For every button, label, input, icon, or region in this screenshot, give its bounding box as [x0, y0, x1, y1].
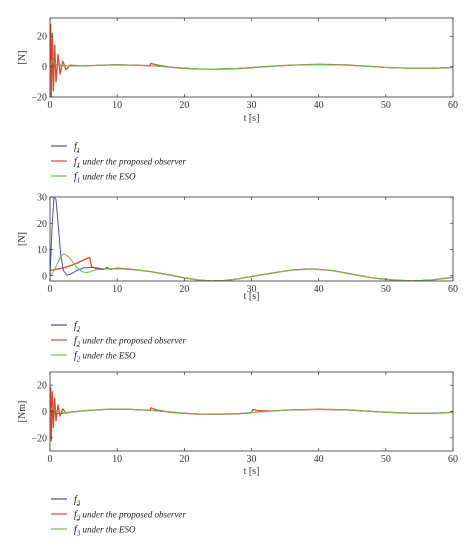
legend-label-2: f1 under the proposed observer — [74, 157, 186, 170]
legend-label-2: f3 under the proposed observer — [74, 510, 186, 523]
legend-hat-mark: ˆ — [76, 519, 80, 530]
legend-label-3: f2 under the ESO — [74, 351, 136, 364]
x-tick-label: 60 — [448, 100, 458, 111]
legend-label-3: f1 under the ESO — [74, 172, 136, 185]
x-axis-label: t [s] — [244, 466, 260, 477]
legend-label-1: f1 — [74, 142, 80, 155]
x-tick-label: 10 — [112, 284, 122, 295]
series-line-2 — [50, 387, 453, 442]
legend-label-1: f3 — [74, 495, 81, 508]
x-axis-label: t [s] — [244, 291, 260, 302]
x-tick-label: 40 — [314, 100, 324, 111]
series-line-3 — [50, 253, 453, 281]
x-tick-label: 0 — [48, 284, 53, 295]
y-tick-label: 10 — [37, 245, 47, 256]
x-tick-label: 20 — [179, 284, 189, 295]
x-tick-label: 10 — [112, 454, 122, 465]
legend-hat-mark: ˆ — [76, 345, 80, 356]
x-tick-label: 30 — [247, 454, 257, 465]
y-tick-label: −20 — [31, 93, 47, 104]
y-tick-label: 20 — [37, 219, 47, 230]
y-tick-label: 20 — [37, 381, 47, 392]
series-line-2 — [50, 23, 453, 97]
series-line-3 — [50, 60, 453, 70]
x-tick-label: 0 — [48, 454, 53, 465]
y-tick-label: 20 — [37, 32, 47, 43]
x-tick-label: 50 — [381, 100, 391, 111]
y-tick-label: 0 — [42, 62, 47, 73]
y-axis-label: [Nm] — [17, 401, 28, 423]
y-axis-label: [N] — [17, 232, 28, 246]
legend-label-1: f2 — [74, 321, 81, 334]
x-tick-label: 60 — [448, 284, 458, 295]
x-tick-label: 20 — [179, 100, 189, 111]
x-tick-label: 30 — [247, 100, 257, 111]
x-tick-label: 60 — [448, 454, 458, 465]
legend-hat-mark: ˆ — [76, 330, 80, 341]
x-tick-label: 30 — [247, 284, 257, 295]
legend-hat-mark: ˆ — [76, 151, 80, 162]
y-tick-label: 30 — [37, 193, 47, 204]
x-tick-label: 0 — [48, 100, 53, 111]
y-axis-label: [N] — [17, 51, 28, 65]
y-tick-label: −20 — [31, 433, 47, 444]
x-tick-label: 40 — [314, 284, 324, 295]
legend-hat-mark: ˆ — [76, 166, 80, 177]
x-tick-label: 50 — [381, 284, 391, 295]
plot-frame — [49, 17, 454, 98]
y-tick-label: 0 — [42, 271, 47, 282]
legend-label-3: f3 under the ESO — [74, 525, 136, 538]
x-axis-label: t [s] — [244, 113, 260, 124]
x-tick-label: 40 — [314, 454, 324, 465]
y-tick-label: 0 — [42, 407, 47, 418]
series-line-3 — [50, 407, 453, 415]
x-tick-label: 50 — [381, 454, 391, 465]
x-tick-label: 20 — [179, 454, 189, 465]
legend-hat-mark: ˆ — [76, 504, 80, 515]
x-tick-label: 10 — [112, 100, 122, 111]
legend-label-2: f2 under the proposed observer — [74, 336, 186, 349]
